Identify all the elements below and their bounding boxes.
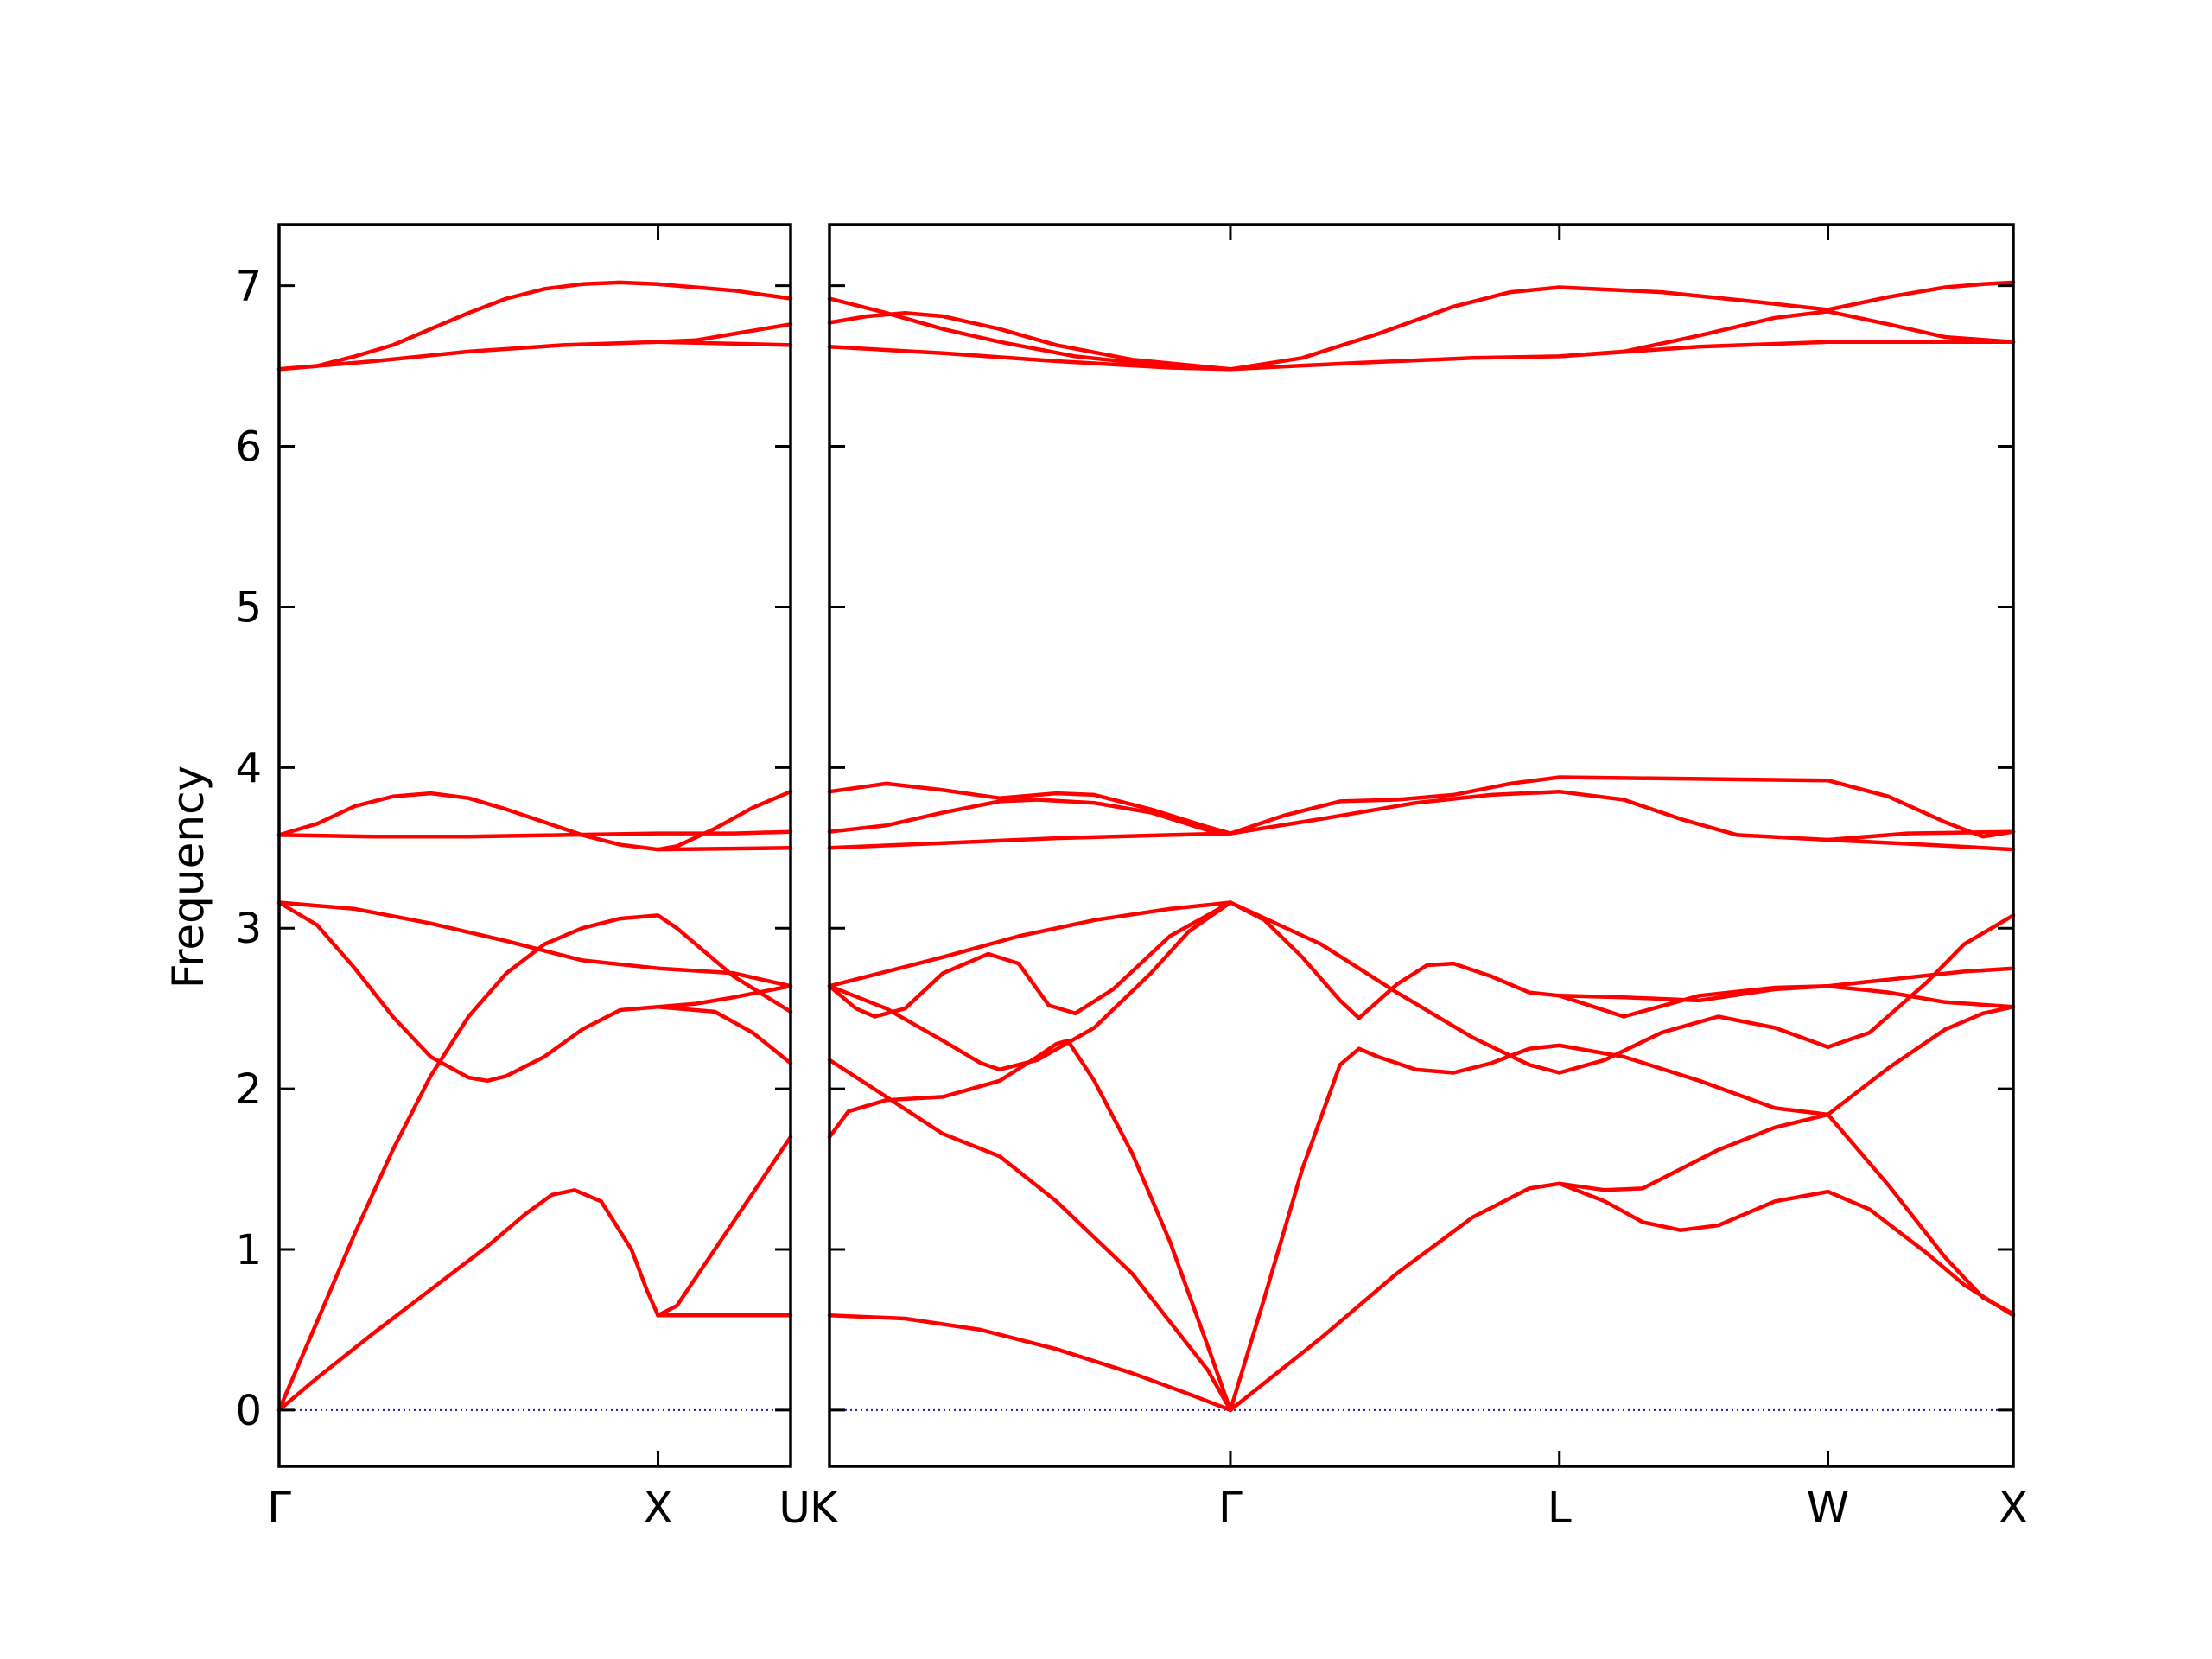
y-tick-label: 0 — [235, 1387, 262, 1435]
band-line — [1228, 1112, 1830, 1413]
band-line — [276, 900, 793, 1084]
band-line — [827, 1313, 1233, 1413]
band-line — [827, 296, 1233, 372]
band-line — [656, 846, 793, 852]
x-tick-label: X — [643, 1483, 672, 1533]
band-line — [827, 1039, 1233, 1413]
band-line — [1826, 837, 2016, 852]
x-tick-label: K — [810, 1483, 839, 1533]
band-line — [827, 798, 1233, 836]
y-tick-label: 4 — [235, 744, 262, 792]
band-line — [1228, 789, 2016, 842]
panel-left: 0 1 2 3 4 5 6 7 Γ X U — [235, 223, 810, 1533]
band-line — [827, 900, 1233, 1072]
band-line — [1228, 1043, 1830, 1413]
band-line — [1228, 900, 2016, 1075]
panel-frame — [277, 223, 792, 1468]
band-line — [827, 781, 1233, 836]
x-tick-label: U — [779, 1483, 810, 1533]
band-line — [1557, 340, 2016, 359]
band-line — [1228, 775, 2016, 839]
band-line — [276, 900, 793, 988]
y-tick-label: 7 — [235, 263, 262, 311]
band-line — [1228, 900, 2016, 1020]
band-line — [276, 280, 793, 372]
y-tick-label: 3 — [235, 905, 262, 953]
band-line — [276, 830, 793, 839]
panels-layer: 0 1 2 3 4 5 6 7 Γ X U K Γ L W X — [235, 223, 2028, 1533]
panel-frame — [828, 223, 2015, 1468]
y-axis-label: Frequency — [163, 766, 213, 988]
x-tick-label: W — [1807, 1483, 1849, 1533]
x-tick-label: X — [1999, 1483, 2028, 1533]
band-line — [827, 900, 1233, 988]
band-line — [1826, 1112, 2016, 1316]
band-line — [827, 900, 1233, 1019]
band-line — [827, 1058, 1233, 1413]
band-line — [827, 310, 1233, 372]
y-tick-label: 6 — [235, 423, 262, 472]
y-tick-label: 2 — [235, 1065, 262, 1114]
band-line — [656, 340, 793, 347]
band-line — [1228, 309, 2016, 372]
band-line — [1557, 1181, 2016, 1318]
band-line — [276, 1188, 660, 1413]
band-line — [276, 322, 793, 372]
x-tick-label: Γ — [1218, 1483, 1243, 1533]
x-tick-label: L — [1548, 1483, 1572, 1533]
band-line — [827, 831, 1233, 850]
band-line — [1228, 280, 2016, 372]
band-line — [1826, 1005, 2016, 1117]
y-tick-label: 1 — [235, 1226, 262, 1274]
band-line — [1557, 966, 2016, 1019]
band-line — [656, 1005, 793, 1065]
band-line — [656, 1135, 793, 1318]
x-tick-label: Γ — [267, 1483, 291, 1533]
y-tick-label: 5 — [235, 583, 262, 632]
band-line — [276, 913, 793, 1413]
